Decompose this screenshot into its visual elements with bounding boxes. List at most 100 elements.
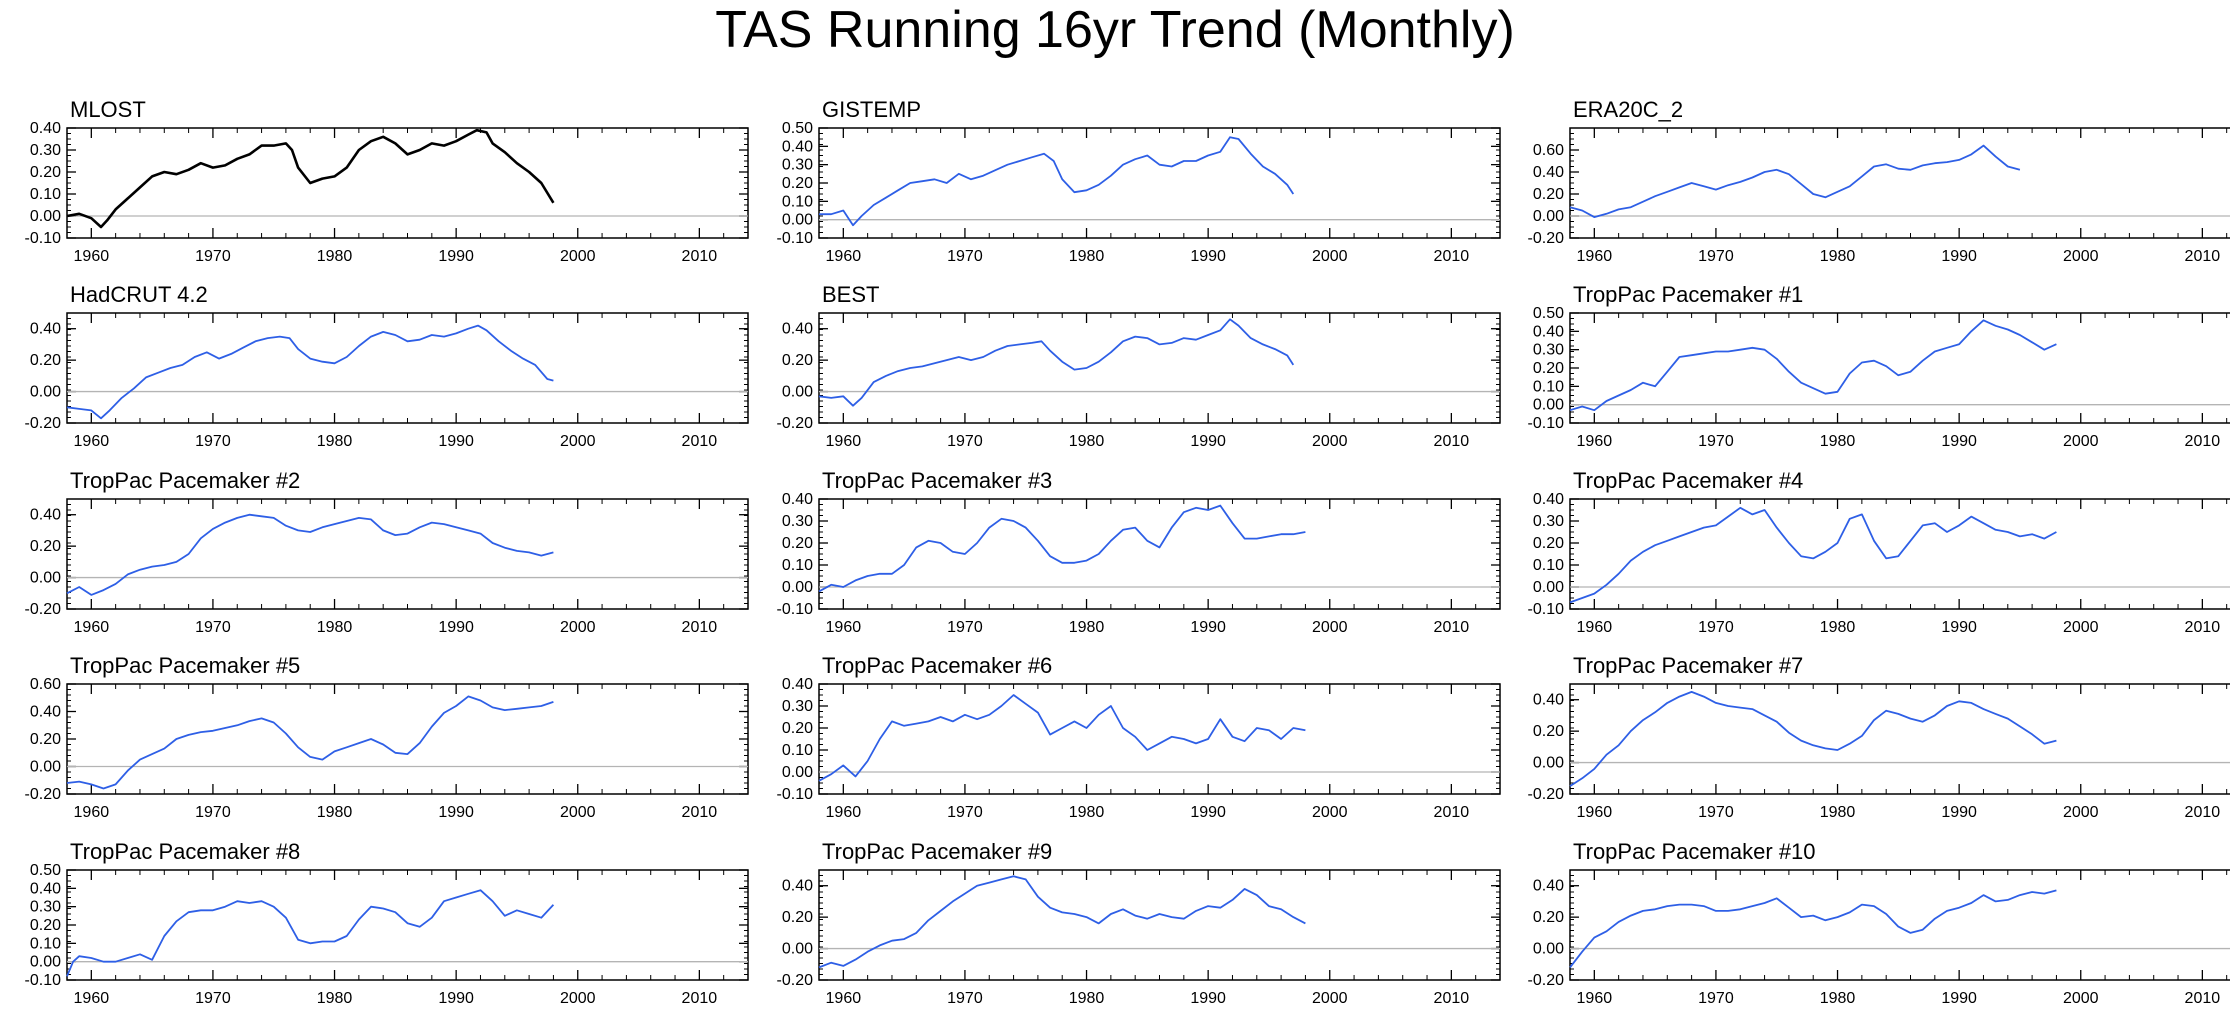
- x-tick-label: 2000: [1312, 619, 1348, 636]
- x-tick-label: 2000: [560, 433, 596, 450]
- series-line: [1569, 691, 2057, 787]
- panel-title: TropPac Pacemaker #3: [822, 468, 1052, 493]
- y-tick-label: 0.10: [782, 742, 813, 759]
- x-tick-label: 1970: [1698, 433, 1734, 450]
- series-line: [66, 695, 554, 790]
- series-line: [818, 875, 1306, 969]
- y-tick-label: 0.20: [1533, 909, 1564, 926]
- y-tick-label: 0.00: [782, 764, 813, 781]
- y-tick-label: -0.20: [25, 601, 62, 618]
- x-tick-label: 1990: [1190, 619, 1226, 636]
- panel-title: TropPac Pacemaker #6: [822, 653, 1052, 678]
- y-tick-label: 0.40: [782, 676, 813, 693]
- y-tick-label: 0.20: [782, 352, 813, 369]
- x-tick-label: 1990: [1941, 990, 1977, 1007]
- panel-title: TropPac Pacemaker #4: [1573, 468, 1803, 493]
- series-line: [66, 513, 554, 596]
- panel-title: BEST: [822, 282, 879, 307]
- y-tick-label: 0.40: [30, 704, 61, 721]
- y-tick-label: 0.40: [782, 321, 813, 338]
- x-tick-label: 1990: [438, 804, 474, 821]
- x-tick-label: 2010: [2185, 804, 2221, 821]
- panel-11: TropPac Pacemaker #6 -0.10 0.00 0.10 0.20 0.3…: [777, 653, 1501, 821]
- x-tick-label: 1960: [826, 804, 862, 821]
- x-tick-label: 2010: [2185, 619, 2221, 636]
- panel-3: ERA20C_2 -0.20 0.00 0.20 0.40 0.60 1960 1970 198…: [1528, 97, 2230, 265]
- x-tick-label: 1970: [947, 248, 983, 265]
- y-tick-label: 0.00: [30, 759, 61, 776]
- y-tick-label: -0.10: [777, 601, 814, 618]
- panel-title: TropPac Pacemaker #5: [70, 653, 300, 678]
- y-tick-label: 0.10: [30, 186, 61, 203]
- x-tick-label: 2000: [560, 990, 596, 1007]
- x-tick-label: 1960: [1577, 619, 1613, 636]
- plot-frame: [66, 683, 749, 795]
- y-tick-label: 0.00: [1533, 941, 1564, 958]
- x-tick-label: 2010: [2185, 248, 2221, 265]
- x-tick-label: 2000: [2063, 804, 2099, 821]
- x-tick-label: 1960: [74, 619, 110, 636]
- y-tick-label: 0.40: [1533, 878, 1564, 895]
- x-tick-label: 2000: [560, 804, 596, 821]
- x-tick-label: 1960: [826, 433, 862, 450]
- x-tick-label: 1990: [1190, 433, 1226, 450]
- panel-title: TropPac Pacemaker #1: [1573, 282, 1803, 307]
- x-tick-label: 1970: [195, 248, 231, 265]
- x-tick-label: 2000: [1312, 804, 1348, 821]
- x-tick-label: 1960: [74, 248, 110, 265]
- x-tick-label: 1990: [1190, 804, 1226, 821]
- y-tick-label: -0.20: [25, 786, 62, 803]
- x-tick-label: 1990: [438, 990, 474, 1007]
- y-tick-label: 0.00: [1533, 397, 1564, 414]
- plot-frame: [818, 312, 1501, 424]
- panel-title: MLOST: [70, 97, 146, 122]
- y-tick-label: 0.30: [30, 899, 61, 916]
- x-tick-label: 1960: [74, 804, 110, 821]
- x-tick-label: 1980: [317, 433, 353, 450]
- series-line: [1569, 319, 2057, 412]
- x-tick-label: 1980: [1820, 619, 1856, 636]
- y-tick-label: 0.20: [30, 352, 61, 369]
- x-tick-label: 1960: [74, 990, 110, 1007]
- y-tick-label: 0.20: [1533, 723, 1564, 740]
- x-tick-label: 1960: [826, 619, 862, 636]
- y-tick-label: 0.20: [1533, 360, 1564, 377]
- x-tick-label: 1990: [1941, 248, 1977, 265]
- x-tick-label: 1990: [1941, 433, 1977, 450]
- y-tick-label: 0.40: [30, 120, 61, 137]
- x-tick-label: 1970: [1698, 804, 1734, 821]
- x-tick-label: 2000: [2063, 248, 2099, 265]
- panel-title: TropPac Pacemaker #8: [70, 839, 300, 864]
- x-tick-label: 1970: [195, 433, 231, 450]
- x-tick-label: 1960: [826, 248, 862, 265]
- x-tick-label: 1980: [1069, 990, 1105, 1007]
- x-tick-label: 2010: [682, 990, 718, 1007]
- x-tick-label: 2000: [2063, 619, 2099, 636]
- series-line: [1569, 144, 2021, 219]
- x-tick-label: 2010: [682, 433, 718, 450]
- series-line: [1569, 506, 2057, 604]
- y-tick-label: 0.20: [30, 731, 61, 748]
- y-tick-label: 0.00: [782, 212, 813, 229]
- y-tick-label: -0.10: [25, 230, 62, 247]
- y-tick-label: 0.10: [782, 193, 813, 210]
- x-tick-label: 2000: [1312, 990, 1348, 1007]
- y-tick-label: 0.10: [30, 935, 61, 952]
- y-tick-label: 0.50: [782, 120, 813, 137]
- x-tick-label: 1960: [1577, 433, 1613, 450]
- series-line: [819, 136, 1295, 227]
- x-tick-label: 1980: [317, 619, 353, 636]
- panel-15: TropPac Pacemaker #10 -0.20 0.00 0.20 0.40 19…: [1528, 839, 2230, 1007]
- x-tick-label: 1990: [1190, 990, 1226, 1007]
- x-tick-label: 1970: [1698, 248, 1734, 265]
- x-tick-label: 1980: [1069, 619, 1105, 636]
- x-tick-label: 1980: [1069, 248, 1105, 265]
- y-tick-label: 0.40: [1533, 323, 1564, 340]
- y-tick-label: 0.10: [782, 557, 813, 574]
- x-tick-label: 1980: [1069, 804, 1105, 821]
- plot-frame: [818, 683, 1501, 795]
- y-tick-label: 0.00: [30, 570, 61, 587]
- panel-14: TropPac Pacemaker #9 -0.20 0.00 0.20 0.40 196…: [777, 839, 1501, 1007]
- panel-5: BEST -0.20 0.00 0.20 0.40 1960 1970 1980 1990 200…: [777, 282, 1501, 450]
